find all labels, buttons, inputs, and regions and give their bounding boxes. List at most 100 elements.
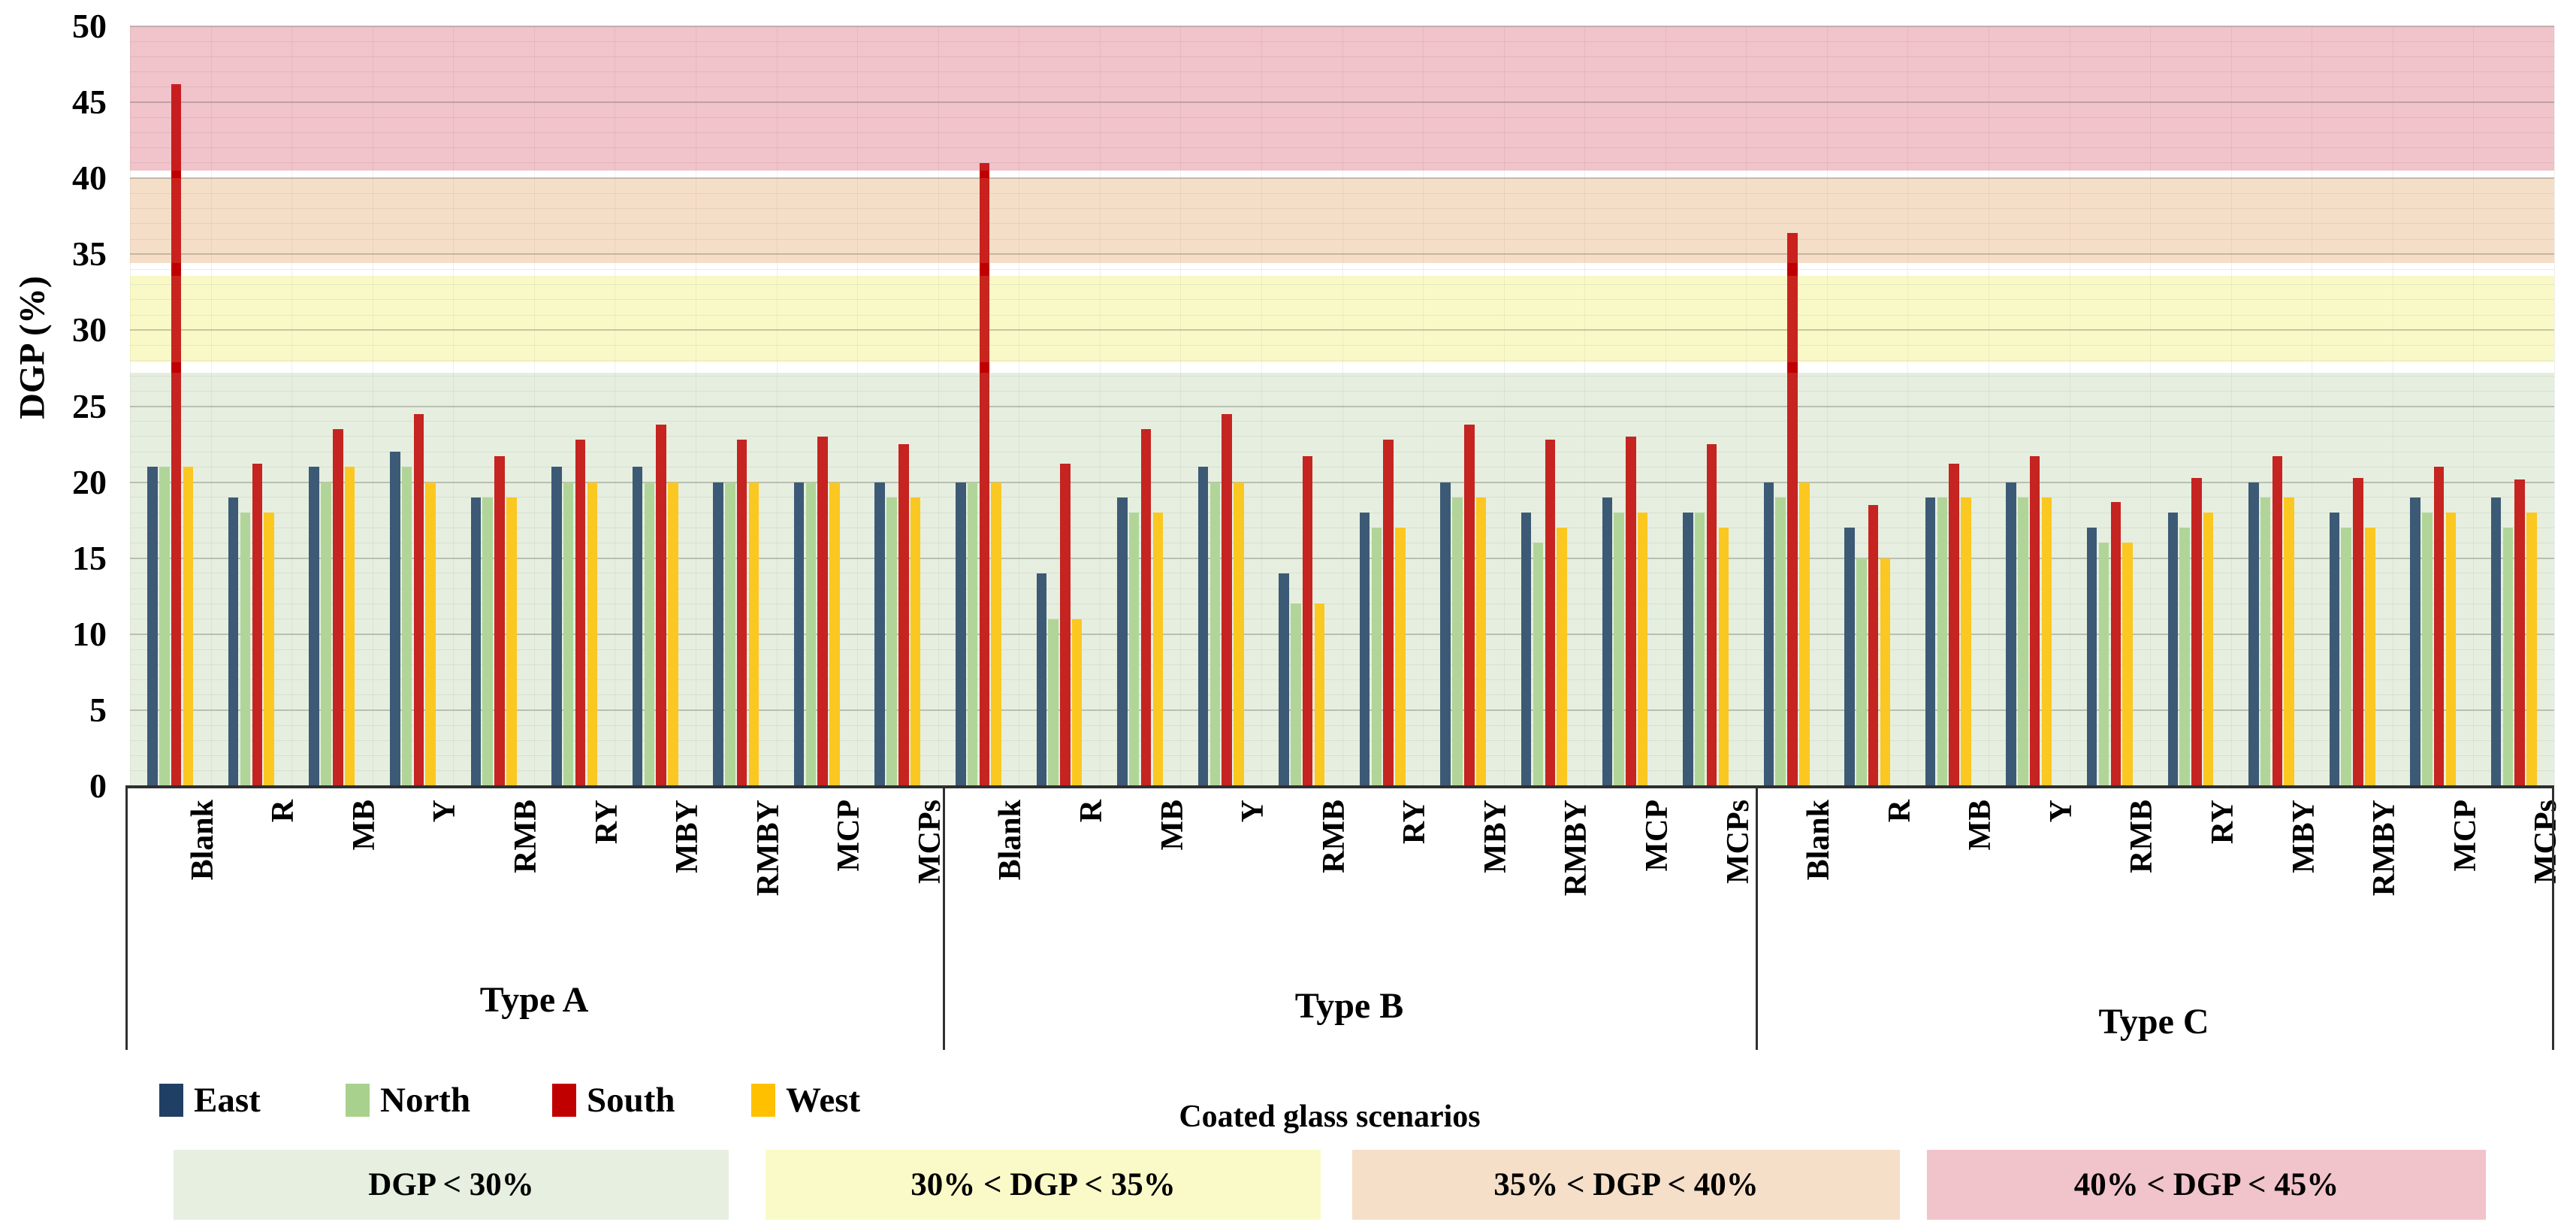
- minor-gridline: [130, 208, 2554, 210]
- category-label-wrap: RY: [2206, 800, 2251, 844]
- minor-gridline: [130, 603, 2554, 604]
- vertical-gridline: [130, 26, 131, 786]
- legend-label: East: [194, 1081, 261, 1120]
- bar-east: [1925, 497, 1936, 786]
- bar-east: [956, 482, 966, 786]
- bar-east: [793, 482, 805, 786]
- vertical-gridline: [1665, 26, 1666, 786]
- bar-west: [344, 467, 355, 786]
- bar-south: [1706, 444, 1717, 786]
- category-label-wrap: RMB: [2125, 800, 2199, 873]
- category-label-wrap: RY: [1397, 800, 1442, 844]
- category-label-wrap: Y: [2044, 800, 2079, 833]
- bar-south: [413, 413, 424, 786]
- bar-west: [183, 467, 194, 786]
- vertical-gridline: [533, 26, 535, 786]
- bar-north: [240, 513, 251, 786]
- category-label: R: [1882, 800, 1917, 823]
- vertical-gridline: [1746, 26, 1747, 786]
- y-tick-label: 0: [89, 767, 107, 805]
- category-label-wrap: MB: [1963, 800, 2015, 851]
- minor-gridline: [130, 41, 2554, 42]
- bar-south: [1383, 439, 1394, 786]
- y-tick-label: 45: [72, 83, 107, 122]
- bar-west: [2445, 513, 2457, 786]
- legend-label: South: [587, 1081, 675, 1120]
- bar-north: [1694, 513, 1705, 786]
- minor-gridline: [130, 588, 2554, 589]
- category-label: RY: [2205, 800, 2240, 845]
- category-label: MBY: [670, 800, 705, 873]
- category-label: MCPs: [912, 800, 947, 884]
- bar-west: [1314, 603, 1325, 786]
- minor-gridline: [130, 223, 2554, 225]
- bar-south: [333, 428, 343, 786]
- bar-south: [736, 439, 747, 786]
- bar-north: [401, 467, 412, 786]
- minor-gridline: [130, 284, 2554, 286]
- vertical-gridline: [1261, 26, 1262, 786]
- vertical-gridline: [857, 26, 859, 786]
- y-tick-label: 35: [72, 234, 107, 274]
- minor-gridline: [130, 86, 2554, 88]
- legend-label: North: [380, 1081, 471, 1120]
- bar-west: [668, 482, 678, 786]
- category-label: MCP: [2448, 800, 2483, 872]
- minor-gridline: [130, 770, 2554, 772]
- minor-gridline: [130, 497, 2554, 498]
- bar-west: [1395, 528, 1406, 786]
- y-tick-label: 50: [72, 7, 107, 45]
- dgp-band: [130, 178, 2554, 264]
- bar-east: [2167, 513, 2178, 786]
- bar-south: [1545, 439, 1556, 786]
- bar-west: [1880, 558, 1891, 786]
- category-label: Y: [1236, 800, 1271, 823]
- bar-west: [1961, 497, 1971, 786]
- bar-north: [321, 482, 331, 786]
- bar-east: [1521, 513, 1532, 786]
- bar-west: [2365, 528, 2375, 786]
- major-gridline: [130, 329, 2554, 331]
- vertical-gridline: [1907, 26, 1909, 786]
- bar-south: [1140, 428, 1152, 786]
- vertical-gridline: [2473, 26, 2475, 786]
- bar-south: [1222, 413, 1232, 786]
- category-label-wrap: RY: [590, 800, 635, 844]
- bar-north: [1128, 513, 1140, 786]
- bar-west: [1152, 513, 1164, 786]
- category-label: RY: [1397, 800, 1433, 845]
- bar-west: [264, 513, 274, 786]
- minor-gridline: [130, 71, 2554, 73]
- minor-gridline: [130, 147, 2554, 149]
- bar-west: [587, 482, 598, 786]
- category-label-wrap: R: [266, 800, 300, 833]
- bar-north: [2179, 528, 2190, 786]
- major-gridline: [130, 557, 2554, 559]
- bar-west: [2284, 497, 2294, 786]
- bar-north: [1209, 482, 1220, 786]
- major-gridline: [130, 633, 2554, 635]
- minor-gridline: [130, 299, 2554, 301]
- band-legend-item: 35% < DGP < 40%: [1352, 1150, 1900, 1220]
- vertical-gridline: [1342, 26, 1343, 786]
- bar-south: [1626, 436, 1636, 786]
- type-divider: [1756, 786, 1758, 1050]
- minor-gridline: [130, 238, 2554, 240]
- minor-gridline: [130, 162, 2554, 164]
- bar-south: [252, 464, 262, 786]
- y-tick-label: 25: [72, 386, 107, 425]
- category-label-wrap: Blank: [1801, 800, 1883, 880]
- bar-east: [1683, 513, 1693, 786]
- bar-east: [1440, 482, 1451, 786]
- bar-north: [1614, 513, 1624, 786]
- category-label: Blank: [1801, 800, 1837, 881]
- category-label: MCP: [1639, 800, 1675, 872]
- category-label-wrap: Y: [427, 800, 462, 833]
- category-label-wrap: Blank: [186, 800, 267, 880]
- category-label: RMBY: [1559, 800, 1594, 897]
- vertical-gridline: [2150, 26, 2152, 786]
- minor-gridline: [130, 740, 2554, 741]
- vertical-gridline: [1826, 26, 1828, 786]
- bar-south: [2029, 456, 2040, 786]
- bar-south: [2433, 467, 2445, 786]
